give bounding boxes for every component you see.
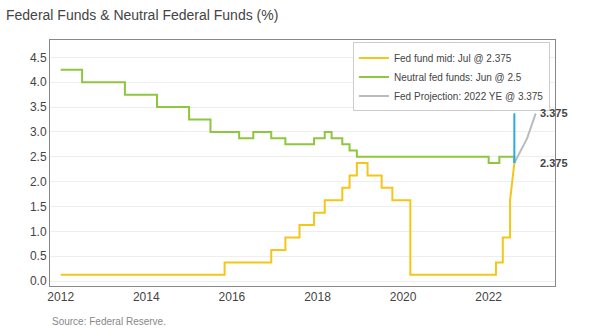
svg-text:1.5: 1.5 <box>30 200 47 214</box>
svg-text:Source: Federal Reserve.: Source: Federal Reserve. <box>52 316 166 327</box>
svg-text:2022: 2022 <box>475 290 502 304</box>
svg-text:Neutral fed funds: Jun @ 2.5: Neutral fed funds: Jun @ 2.5 <box>394 72 522 83</box>
svg-text:3.375: 3.375 <box>540 107 568 119</box>
svg-text:0.0: 0.0 <box>30 274 47 288</box>
svg-text:2018: 2018 <box>304 290 331 304</box>
svg-text:2014: 2014 <box>133 290 160 304</box>
svg-text:Federal Funds & Neutral Federa: Federal Funds & Neutral Federal Funds (%… <box>6 7 278 23</box>
svg-text:3.5: 3.5 <box>30 100 47 114</box>
svg-text:2.375: 2.375 <box>540 157 568 169</box>
svg-text:Fed Projection: 2022 YE @ 3.37: Fed Projection: 2022 YE @ 3.375 <box>394 91 543 102</box>
svg-text:1.0: 1.0 <box>30 225 47 239</box>
svg-text:2020: 2020 <box>390 290 417 304</box>
svg-text:Fed fund mid: Jul @ 2.375: Fed fund mid: Jul @ 2.375 <box>394 53 512 64</box>
svg-text:3.0: 3.0 <box>30 125 47 139</box>
svg-text:4.0: 4.0 <box>30 75 47 89</box>
svg-text:2012: 2012 <box>47 290 74 304</box>
svg-text:2.5: 2.5 <box>30 150 47 164</box>
svg-text:0.5: 0.5 <box>30 249 47 263</box>
svg-text:2016: 2016 <box>219 290 246 304</box>
svg-text:2.0: 2.0 <box>30 175 47 189</box>
svg-text:4.5: 4.5 <box>30 51 47 65</box>
